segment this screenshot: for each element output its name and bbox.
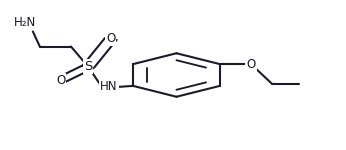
Text: H₂N: H₂N [14, 16, 36, 29]
Text: HN: HN [100, 81, 118, 93]
Text: O: O [56, 74, 65, 87]
Text: O: O [246, 58, 256, 71]
Text: S: S [84, 60, 92, 73]
Text: O: O [106, 33, 115, 45]
